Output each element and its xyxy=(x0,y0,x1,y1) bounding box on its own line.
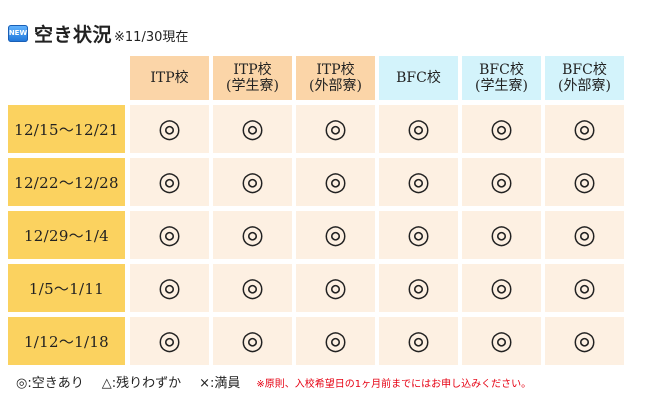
availability-cell: ◎ xyxy=(130,317,209,365)
column-header-line1: BFC校 xyxy=(562,62,607,78)
availability-cell: ◎ xyxy=(213,264,292,312)
availability-cell: ◎ xyxy=(213,105,292,153)
availability-cell: ◎ xyxy=(462,264,541,312)
availability-cell: ◎ xyxy=(213,211,292,259)
column-header-line1: ITP校 xyxy=(316,62,355,78)
availability-cell: ◎ xyxy=(545,158,624,206)
row-header-week: 12/22～12/28 xyxy=(8,158,125,206)
availability-cell: ◎ xyxy=(296,264,375,312)
availability-cell: ◎ xyxy=(296,211,375,259)
availability-cell: ◎ xyxy=(379,317,458,365)
availability-cell: ◎ xyxy=(379,264,458,312)
availability-cell: ◎ xyxy=(130,264,209,312)
legend-full: ×:満員 xyxy=(199,376,241,391)
page-title: 空き状況 xyxy=(34,23,113,46)
column-header-line2: (学生寮) xyxy=(475,78,528,94)
column-header-line1: ITP校 xyxy=(150,70,189,86)
availability-cell: ◎ xyxy=(545,264,624,312)
availability-cell: ◎ xyxy=(130,105,209,153)
availability-cell: ◎ xyxy=(462,211,541,259)
availability-cell: ◎ xyxy=(296,317,375,365)
availability-cell: ◎ xyxy=(130,158,209,206)
availability-cell: ◎ xyxy=(462,158,541,206)
column-header-line2: (外部寮) xyxy=(309,78,362,94)
new-badge-icon: NEW xyxy=(8,24,28,42)
column-header-bfc-dorm: BFC校 (学生寮) xyxy=(462,56,541,100)
column-header-line2: (外部寮) xyxy=(558,78,611,94)
availability-cell: ◎ xyxy=(213,317,292,365)
availability-header: NEW 空き状況 ※11/30現在 xyxy=(8,20,188,46)
availability-cell: ◎ xyxy=(296,105,375,153)
row-header-week: 1/5～1/11 xyxy=(8,264,125,312)
column-header-itp: ITP校 xyxy=(130,56,209,100)
availability-cell: ◎ xyxy=(545,105,624,153)
column-header-line1: ITP校 xyxy=(233,62,272,78)
column-header-bfc: BFC校 xyxy=(379,56,458,100)
availability-cell: ◎ xyxy=(379,211,458,259)
as-of-date: ※11/30現在 xyxy=(114,29,189,45)
column-header-line1: BFC校 xyxy=(479,62,524,78)
row-header-week: 1/12～1/18 xyxy=(8,317,125,365)
column-header-itp-dorm: ITP校 (学生寮) xyxy=(213,56,292,100)
legend-footer: ◎:空きあり △:残りわずか ×:満員 ※原則、入校希望日の1ヶ月前までにはお申… xyxy=(16,372,531,391)
availability-cell: ◎ xyxy=(130,211,209,259)
row-header-week: 12/15～12/21 xyxy=(8,105,125,153)
availability-cell: ◎ xyxy=(213,158,292,206)
availability-cell: ◎ xyxy=(545,317,624,365)
availability-cell: ◎ xyxy=(296,158,375,206)
availability-cell: ◎ xyxy=(379,158,458,206)
availability-cell: ◎ xyxy=(462,317,541,365)
application-note: ※原則、入校希望日の1ヶ月前までにはお申し込みください。 xyxy=(256,379,532,390)
availability-cell: ◎ xyxy=(545,211,624,259)
column-header-line2: (学生寮) xyxy=(226,78,279,94)
column-header-bfc-external: BFC校 (外部寮) xyxy=(545,56,624,100)
legend-available: ◎:空きあり xyxy=(16,376,84,391)
row-header-week: 12/29～1/4 xyxy=(8,211,125,259)
column-header-itp-external: ITP校 (外部寮) xyxy=(296,56,375,100)
availability-cell: ◎ xyxy=(379,105,458,153)
legend-few-left: △:残りわずか xyxy=(101,376,182,391)
column-header-line1: BFC校 xyxy=(396,70,441,86)
availability-cell: ◎ xyxy=(462,105,541,153)
